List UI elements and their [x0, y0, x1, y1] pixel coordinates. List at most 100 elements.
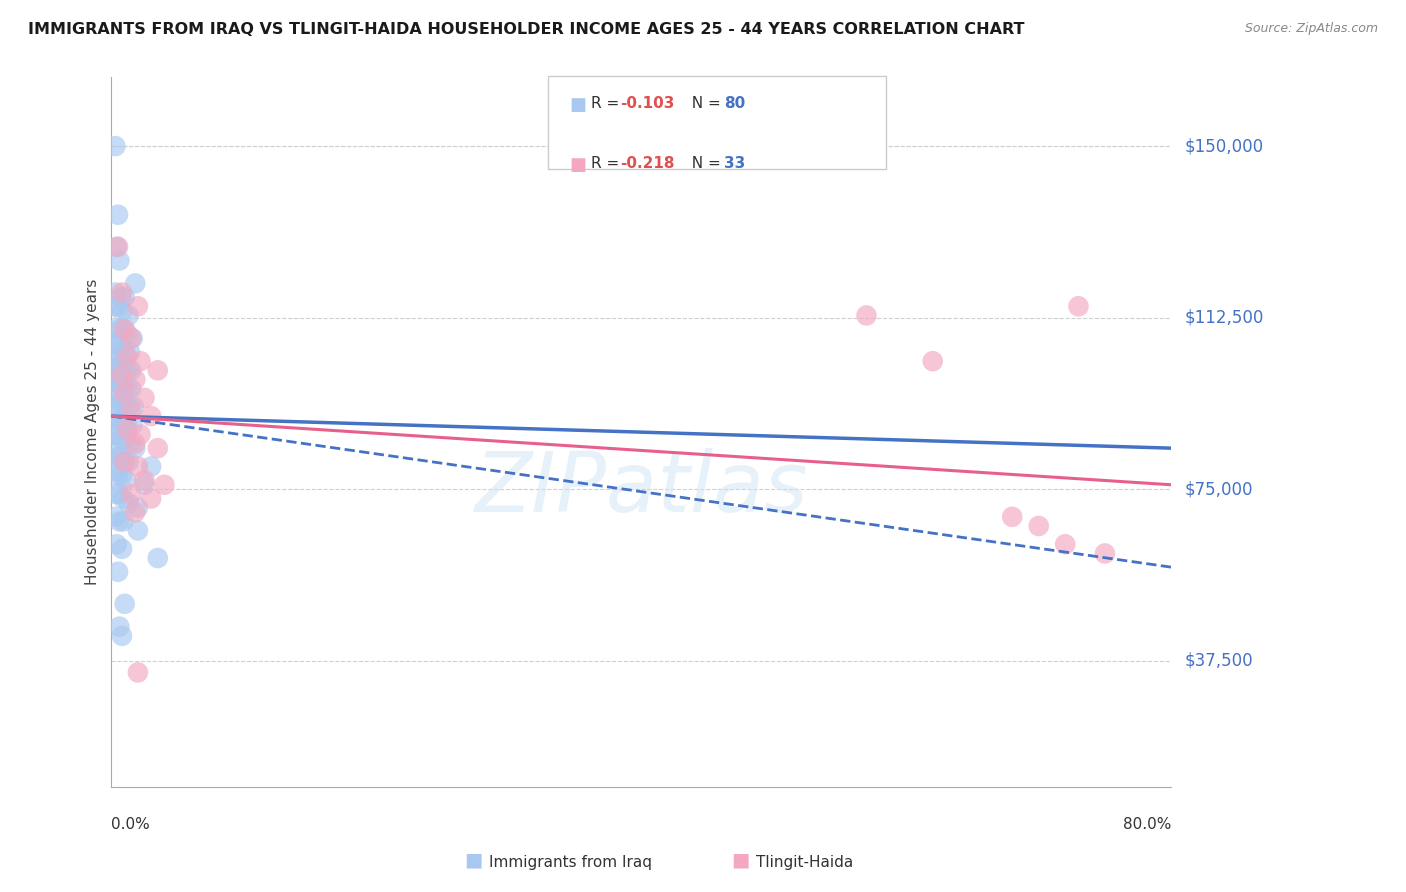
Text: ■: ■: [464, 851, 482, 870]
Text: 80.0%: 80.0%: [1123, 817, 1171, 832]
Point: [120, 487, 142, 501]
Point: [117, 400, 139, 414]
Point: [117, 363, 139, 377]
Point: [120, 404, 142, 418]
Point: [104, 139, 127, 153]
Text: N =: N =: [682, 156, 725, 171]
Text: Immigrants from Iraq: Immigrants from Iraq: [489, 855, 652, 870]
Text: $150,000: $150,000: [1185, 137, 1264, 155]
Point: [134, 391, 156, 405]
Point: [127, 500, 149, 515]
Point: [146, 363, 169, 377]
Point: [111, 303, 134, 318]
Point: [1054, 537, 1077, 551]
Point: [114, 386, 136, 401]
Text: N =: N =: [682, 96, 725, 112]
Point: [120, 382, 142, 396]
Point: [111, 25, 134, 39]
Point: [146, 441, 169, 455]
Point: [134, 473, 156, 487]
Point: [114, 290, 136, 304]
Point: [141, 409, 163, 424]
Point: [107, 299, 129, 313]
Point: [124, 505, 146, 519]
Point: [110, 341, 132, 355]
Point: [114, 345, 136, 359]
Point: [114, 432, 136, 446]
Text: ■: ■: [731, 851, 749, 870]
Point: [114, 597, 136, 611]
Point: [127, 524, 149, 538]
Point: [110, 290, 132, 304]
Text: $75,000: $75,000: [1185, 481, 1254, 499]
Point: [121, 331, 143, 345]
Text: ■: ■: [569, 156, 586, 174]
Point: [120, 363, 142, 377]
Point: [1028, 519, 1050, 533]
Point: [103, 299, 125, 313]
Point: [105, 409, 128, 424]
Point: [108, 377, 131, 392]
Point: [117, 496, 139, 510]
Point: [114, 455, 136, 469]
Text: -0.218: -0.218: [620, 156, 675, 171]
Text: Tlingit-Haida: Tlingit-Haida: [756, 855, 853, 870]
Point: [110, 450, 132, 465]
Point: [108, 322, 131, 336]
Point: [1001, 509, 1024, 524]
Point: [117, 350, 139, 364]
Point: [104, 285, 127, 300]
Point: [153, 477, 176, 491]
Point: [112, 359, 135, 373]
Point: [104, 509, 127, 524]
Text: 33: 33: [724, 156, 745, 171]
Point: [111, 468, 134, 483]
Text: 80: 80: [724, 96, 745, 112]
Point: [112, 414, 135, 428]
Point: [104, 487, 127, 501]
Point: [105, 335, 128, 350]
Point: [107, 468, 129, 483]
Point: [127, 299, 149, 313]
Point: [105, 450, 128, 465]
Point: [108, 620, 131, 634]
Point: [103, 427, 125, 442]
Point: [117, 309, 139, 323]
Text: 0.0%: 0.0%: [111, 817, 150, 832]
Point: [105, 391, 128, 405]
Text: -0.103: -0.103: [620, 96, 675, 112]
Point: [141, 491, 163, 506]
Point: [111, 541, 134, 556]
Point: [105, 240, 128, 254]
Point: [117, 326, 139, 341]
Point: [146, 551, 169, 566]
Text: R =: R =: [591, 96, 624, 112]
Text: $37,500: $37,500: [1185, 652, 1254, 670]
Point: [103, 409, 125, 424]
Text: ■: ■: [569, 96, 586, 114]
Point: [134, 477, 156, 491]
Point: [117, 455, 139, 469]
Point: [121, 418, 143, 433]
Point: [107, 565, 129, 579]
Text: IMMIGRANTS FROM IRAQ VS TLINGIT-HAIDA HOUSEHOLDER INCOME AGES 25 - 44 YEARS CORR: IMMIGRANTS FROM IRAQ VS TLINGIT-HAIDA HO…: [28, 22, 1025, 37]
Point: [114, 395, 136, 409]
Point: [107, 208, 129, 222]
Point: [108, 515, 131, 529]
Point: [129, 354, 152, 368]
Point: [117, 382, 139, 396]
Point: [112, 322, 135, 336]
Point: [103, 354, 125, 368]
Point: [104, 464, 127, 478]
Point: [103, 335, 125, 350]
Point: [124, 436, 146, 450]
Point: [105, 372, 128, 386]
Point: [111, 285, 134, 300]
Point: [141, 459, 163, 474]
Point: [111, 629, 134, 643]
Point: [118, 345, 141, 359]
Point: [118, 436, 141, 450]
Point: [108, 414, 131, 428]
Point: [112, 515, 135, 529]
Point: [105, 537, 128, 551]
